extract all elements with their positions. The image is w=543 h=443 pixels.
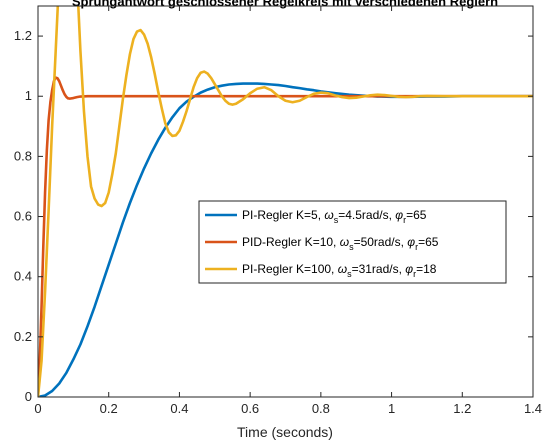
legend-entry-1: PI-Regler K=5, ωs=4.5rad/s, φr=65 xyxy=(242,208,427,225)
y-tick-label: 0.8 xyxy=(14,148,32,163)
x-tick-label: 1 xyxy=(388,401,395,416)
x-axis: 0 0.2 0.4 0.6 0.8 1 1.2 1.4 xyxy=(34,6,542,416)
x-tick-label: 0.8 xyxy=(312,401,330,416)
y-axis: 0 0.2 0.4 0.6 0.8 1 1.2 xyxy=(14,28,533,404)
chart-title: Sprungantwort geschlossener Regelkreis m… xyxy=(72,0,498,9)
series-line-3 xyxy=(38,6,533,397)
x-axis-label: Time (seconds) xyxy=(237,424,333,440)
plot-frame xyxy=(37,5,534,398)
y-tick-label: 0 xyxy=(25,389,32,404)
y-tick-label: 0.2 xyxy=(14,329,32,344)
legend-entry-2: PID-Regler K=10, ωs=50rad/s, φr=65 xyxy=(242,235,439,252)
series-line-2 xyxy=(38,76,533,397)
x-tick-label: 0.4 xyxy=(170,401,188,416)
x-tick-label: 0 xyxy=(34,401,41,416)
x-tick-label: 1.2 xyxy=(453,401,471,416)
y-tick-label: 1 xyxy=(25,88,32,103)
x-tick-label: 0.2 xyxy=(100,401,118,416)
series-layer xyxy=(38,6,533,397)
y-tick-label: 0.4 xyxy=(14,269,32,284)
legend-entry-3: PI-Regler K=100, ωs=31rad/s, φr=18 xyxy=(242,262,437,279)
legend: PI-Regler K=5, ωs=4.5rad/s, φr=65 PID-Reg… xyxy=(198,200,507,284)
y-tick-label: 0.6 xyxy=(14,209,32,224)
x-tick-label: 0.6 xyxy=(241,401,259,416)
legend-box xyxy=(198,200,507,284)
x-tick-label: 1.4 xyxy=(524,401,542,416)
y-tick-label: 1.2 xyxy=(14,28,32,43)
